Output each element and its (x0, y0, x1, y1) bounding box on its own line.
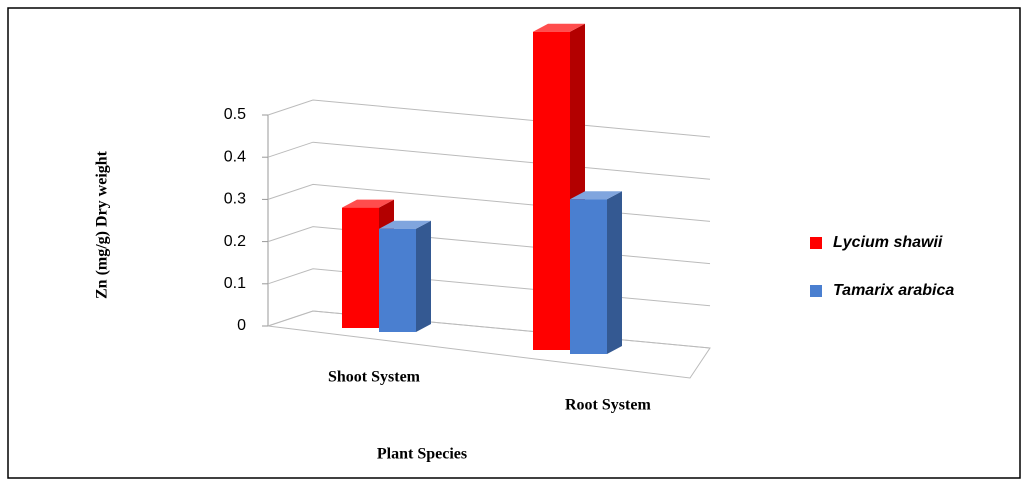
y-tick-label: 0.4 (224, 148, 246, 165)
bar-front (570, 199, 607, 354)
bar-side (416, 220, 431, 332)
x-tick-label: Shoot System (328, 369, 421, 386)
y-tick-label: 0.5 (224, 106, 246, 123)
legend-swatch (810, 285, 822, 297)
bar-top (379, 220, 431, 229)
x-axis-title: Plant Species (377, 446, 467, 463)
bar (570, 191, 622, 354)
legend-label: Lycium shawii (833, 234, 943, 251)
y-tick-label: 0.3 (224, 191, 246, 208)
y-axis-title: Zn (mg/g) Dry weight (94, 150, 111, 299)
bar-top (342, 199, 394, 208)
bar-front (379, 228, 416, 332)
y-tick-label: 0.2 (224, 233, 246, 250)
bar-front (533, 31, 570, 351)
legend-label: Tamarix arabica (833, 282, 954, 299)
bar-top (533, 23, 585, 32)
bar-side (607, 191, 622, 354)
x-tick-label: Root System (565, 397, 651, 414)
legend-swatch (810, 237, 822, 249)
frame (7, 7, 1021, 479)
bar-front (342, 207, 379, 328)
y-tick-label: 0.1 (224, 275, 246, 292)
y-tick-label: 0 (237, 317, 246, 334)
bar (379, 220, 431, 332)
bar-top (570, 191, 622, 200)
